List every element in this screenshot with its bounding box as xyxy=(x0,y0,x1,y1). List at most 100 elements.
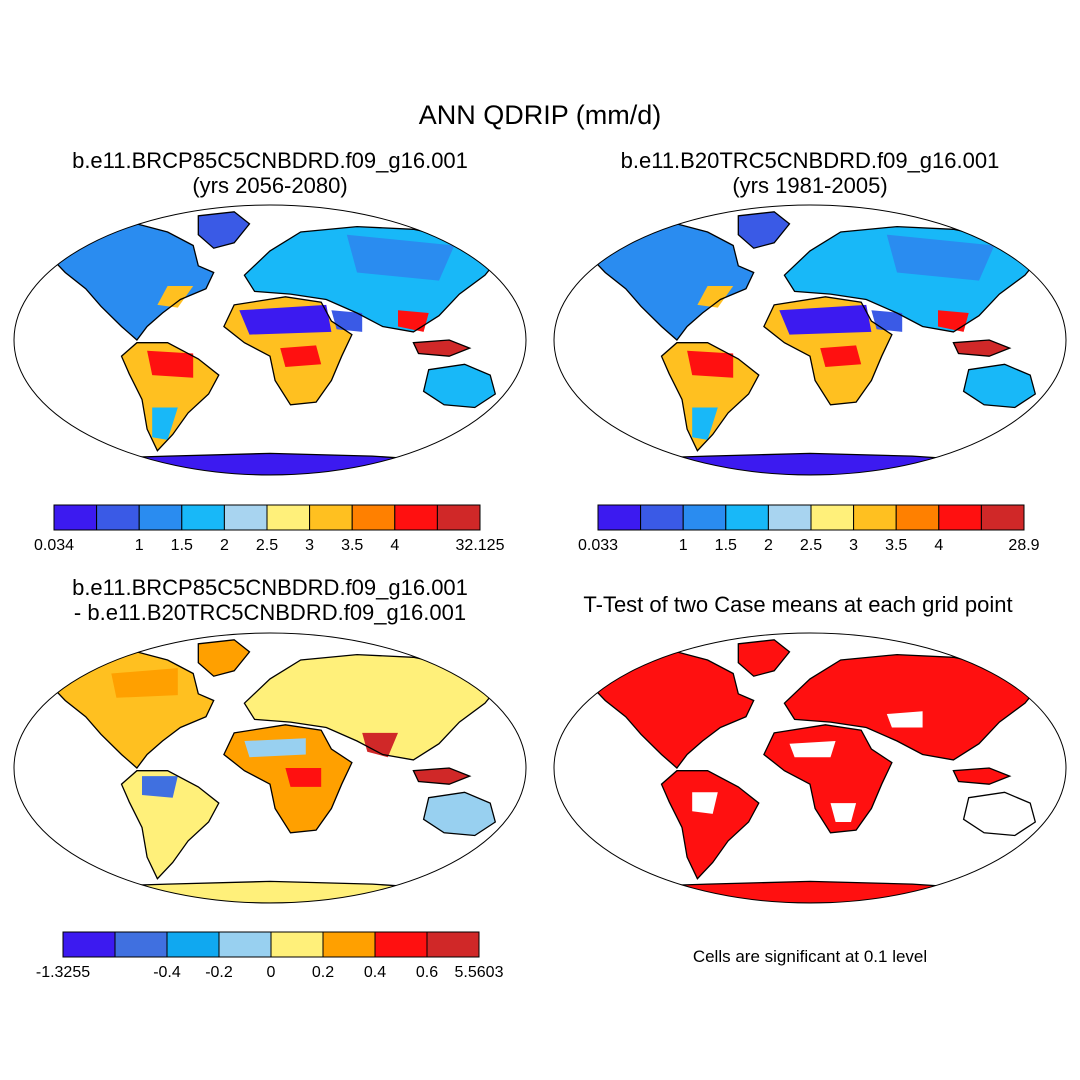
coastline-africa xyxy=(223,724,353,834)
land-northAmerica xyxy=(589,651,754,768)
map-border xyxy=(13,204,527,476)
field-patch-siberia xyxy=(886,234,995,281)
map-border xyxy=(13,632,527,904)
colorbar-box xyxy=(223,504,268,531)
panel-title-future: b.e11.BRCP85C5CNBDRD.f09_g16.001 (yrs 20… xyxy=(20,148,520,198)
colorbar-box xyxy=(270,931,324,958)
coastline-australia xyxy=(422,791,497,837)
field-patch-amazon xyxy=(687,350,734,378)
panel-title-line2: (yrs 2056-2080) xyxy=(192,173,348,198)
colorbar-label: -1.3255 xyxy=(36,964,90,981)
colorbar-box xyxy=(394,504,438,531)
land-indonesia xyxy=(953,340,1010,357)
colorbar-label: 0.033 xyxy=(578,537,618,554)
colorbar-label: -0.4 xyxy=(153,964,181,981)
coastline-eurasia xyxy=(783,653,1042,761)
panel-title-line1: b.e11.BRCP85C5CNBDRD.f09_g16.001 xyxy=(72,148,468,173)
colorbar-box xyxy=(53,504,98,531)
field-patch-sahara xyxy=(789,741,836,758)
field-patch-asia xyxy=(886,711,923,728)
colorbar-box xyxy=(96,504,140,531)
land-northAmerica xyxy=(49,223,214,340)
land-indonesia xyxy=(953,768,1010,785)
colorbar-box xyxy=(114,931,168,958)
colorbar-label: 28.9 xyxy=(1008,537,1039,554)
field-patch-patag xyxy=(152,407,178,440)
field-patch-congo xyxy=(280,345,322,367)
land-indonesia xyxy=(413,768,470,785)
coastline-australia xyxy=(422,363,497,409)
land-australia xyxy=(423,364,496,408)
colorbar-box xyxy=(640,504,684,531)
colorbar-box xyxy=(166,931,220,958)
colorbar-label: 32.125 xyxy=(456,537,505,554)
colorbar-label: 1.5 xyxy=(715,537,737,554)
coastline-greenland xyxy=(197,211,251,249)
colorbar-label: 4 xyxy=(934,537,943,554)
coastline-greenland xyxy=(737,639,791,677)
map-panel-2 xyxy=(553,204,1067,476)
colorbar-label: 0.2 xyxy=(312,964,334,981)
colorbar-label: 3.5 xyxy=(341,537,363,554)
coastline-eurasia xyxy=(783,225,1042,333)
land-eurasia xyxy=(244,654,501,760)
field-patch-amazon xyxy=(147,350,194,378)
colorbar-3: -1.3255 -0.4 -0.2 0 0.2 0.4 0.6 5.5603 xyxy=(36,931,504,981)
colorbar-box xyxy=(436,504,481,531)
colorbar-label: 0 xyxy=(267,964,276,981)
significance-note: Cells are significant at 0.1 level xyxy=(692,947,928,966)
coastline-northAmerica xyxy=(588,651,755,769)
colorbar-label: 3.5 xyxy=(885,537,907,554)
colorbar-label: 0.034 xyxy=(34,537,74,554)
colorbar-label: 1.5 xyxy=(171,537,193,554)
colorbar-box xyxy=(351,504,396,531)
land-southAmerica xyxy=(661,342,759,451)
land-southAmerica xyxy=(121,342,219,451)
colorbar-label: 1 xyxy=(135,537,144,554)
colorbar-label: 2 xyxy=(220,537,229,554)
coastline-southAmerica xyxy=(120,770,220,880)
colorbar-box xyxy=(980,504,1025,531)
panel-title-line1: b.e11.BRCP85C5CNBDRD.f09_g16.001 xyxy=(72,575,468,600)
colorbar-box xyxy=(938,504,982,531)
field-patch-sahara xyxy=(244,738,306,758)
colorbar-box xyxy=(682,504,727,531)
land-southAmerica xyxy=(121,770,219,879)
map-panel-1 xyxy=(13,204,527,476)
colorbar-box xyxy=(309,504,353,531)
colorbar-box xyxy=(266,504,311,531)
colorbar-box xyxy=(810,504,855,531)
colorbar-label: 2.5 xyxy=(256,537,278,554)
colorbar-label: 2.5 xyxy=(800,537,822,554)
coastline-indonesia xyxy=(412,767,472,785)
field-patch-congo xyxy=(820,345,862,367)
colorbar-box xyxy=(895,504,940,531)
panel-title-line2: - b.e11.B20TRC5CNBDRD.f09_g16.001 xyxy=(73,600,467,625)
field-patch-siberia xyxy=(346,234,455,281)
field-patch-canada xyxy=(111,668,178,698)
colorbar-box xyxy=(725,504,769,531)
field-patch-amazon xyxy=(692,792,718,814)
coastline-eurasia xyxy=(243,225,502,333)
coastline-greenland xyxy=(737,211,791,249)
land-australia xyxy=(423,792,496,836)
colorbar-label: 2 xyxy=(764,537,773,554)
coastline-indonesia xyxy=(952,339,1012,357)
coastline-northAmerica xyxy=(588,223,755,341)
colorbar-box xyxy=(138,504,183,531)
field-patch-patag xyxy=(692,407,718,440)
field-patch-india xyxy=(362,732,398,758)
field-patch-safr xyxy=(830,803,857,822)
colorbar-label: 5.5603 xyxy=(455,964,504,981)
coastline-africa xyxy=(223,296,353,406)
panel-title-line2: (yrs 1981-2005) xyxy=(732,173,888,198)
colorbar-box xyxy=(218,931,272,958)
coastline-northAmerica xyxy=(48,651,215,769)
colorbar-box xyxy=(426,931,480,958)
coastline-africa xyxy=(763,724,893,834)
field-patch-centafr xyxy=(285,768,322,787)
field-patch-amazon xyxy=(142,776,178,798)
colorbar-label: 4 xyxy=(390,537,399,554)
field-patch-sahara xyxy=(779,304,872,335)
